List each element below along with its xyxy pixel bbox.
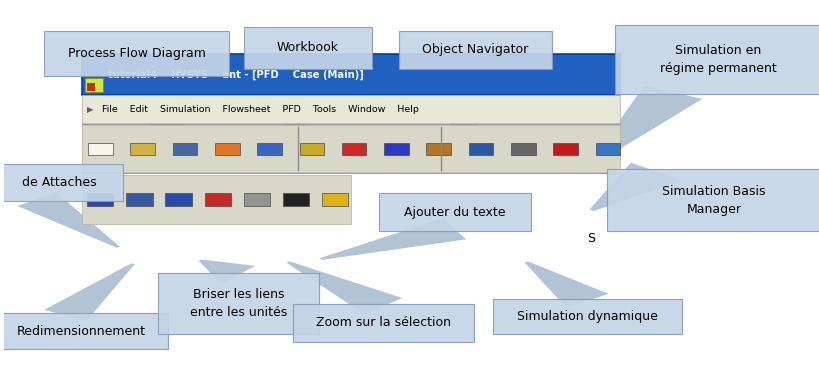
Text: Simulation en
régime permanent: Simulation en régime permanent [658, 44, 776, 76]
Text: Object Navigator: Object Navigator [422, 43, 527, 56]
FancyBboxPatch shape [283, 193, 308, 206]
Polygon shape [286, 261, 401, 314]
Polygon shape [524, 262, 608, 308]
FancyBboxPatch shape [399, 31, 551, 69]
FancyBboxPatch shape [126, 193, 152, 206]
FancyBboxPatch shape [342, 143, 366, 155]
FancyBboxPatch shape [204, 193, 230, 206]
FancyBboxPatch shape [82, 54, 619, 95]
Text: Workbook: Workbook [277, 41, 338, 55]
FancyBboxPatch shape [88, 143, 112, 155]
FancyBboxPatch shape [165, 193, 192, 206]
FancyBboxPatch shape [510, 143, 535, 155]
FancyBboxPatch shape [614, 25, 819, 94]
Text: Simulation dynamique: Simulation dynamique [517, 310, 657, 323]
Polygon shape [96, 69, 194, 157]
Text: Process Flow Diagram: Process Flow Diagram [68, 47, 206, 60]
FancyBboxPatch shape [88, 193, 113, 206]
Text: Briser les liens
entre les unités: Briser les liens entre les unités [190, 288, 287, 319]
FancyBboxPatch shape [87, 83, 94, 91]
Polygon shape [444, 65, 506, 161]
Polygon shape [278, 65, 339, 159]
FancyBboxPatch shape [595, 143, 619, 155]
FancyBboxPatch shape [82, 125, 619, 172]
FancyBboxPatch shape [244, 27, 372, 69]
FancyBboxPatch shape [0, 164, 123, 201]
FancyBboxPatch shape [292, 304, 473, 342]
Text: tutorial4    HYSYS    ant - [PFD    Case (Main)]: tutorial4 HYSYS ant - [PFD Case (Main)] [107, 69, 363, 79]
FancyBboxPatch shape [299, 143, 324, 155]
FancyBboxPatch shape [0, 313, 168, 349]
FancyBboxPatch shape [243, 193, 269, 206]
FancyBboxPatch shape [426, 143, 450, 155]
Polygon shape [319, 218, 465, 260]
FancyBboxPatch shape [384, 143, 408, 155]
Polygon shape [17, 193, 120, 248]
Polygon shape [589, 86, 701, 165]
Text: S: S [587, 231, 595, 245]
FancyBboxPatch shape [82, 95, 619, 123]
FancyBboxPatch shape [468, 143, 493, 155]
FancyBboxPatch shape [44, 31, 229, 76]
Text: Zoom sur la sélection: Zoom sur la sélection [315, 316, 450, 330]
FancyBboxPatch shape [378, 193, 531, 231]
FancyBboxPatch shape [215, 143, 239, 155]
FancyBboxPatch shape [158, 273, 319, 334]
Text: de Attaches: de Attaches [22, 176, 97, 189]
FancyBboxPatch shape [553, 143, 577, 155]
FancyBboxPatch shape [606, 169, 819, 231]
Text: Ajouter du texte: Ajouter du texte [404, 206, 505, 219]
FancyBboxPatch shape [130, 143, 155, 155]
Polygon shape [589, 163, 682, 211]
Text: Simulation Basis
Manager: Simulation Basis Manager [662, 184, 765, 216]
FancyBboxPatch shape [82, 176, 351, 224]
FancyBboxPatch shape [257, 143, 282, 155]
Polygon shape [198, 259, 255, 284]
FancyBboxPatch shape [85, 77, 102, 92]
FancyBboxPatch shape [173, 143, 197, 155]
Text: File    Edit    Simulation    Flowsheet    PFD    Tools    Window    Help: File Edit Simulation Flowsheet PFD Tools… [96, 105, 419, 114]
Text: Redimensionnement: Redimensionnement [17, 325, 146, 338]
Text: ▶: ▶ [87, 105, 93, 114]
FancyBboxPatch shape [321, 193, 347, 206]
FancyBboxPatch shape [492, 299, 681, 334]
Polygon shape [44, 263, 134, 321]
